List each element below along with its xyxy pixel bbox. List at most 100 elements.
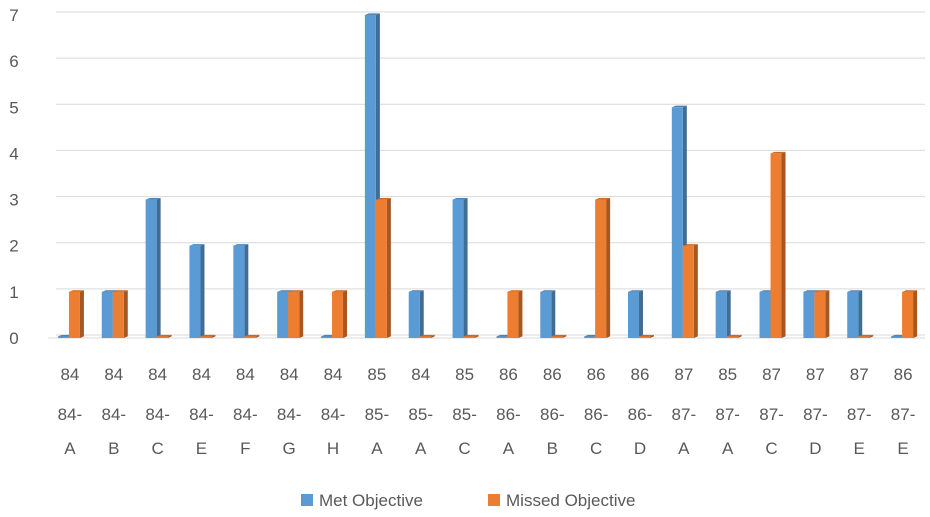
missed-bar: [332, 290, 348, 338]
x-tick-label-outer: 84: [192, 365, 211, 384]
x-tick-label-inner: A: [64, 439, 76, 458]
met-bar: [847, 290, 863, 338]
x-tick-label-outer: 86: [587, 365, 606, 384]
x-tick-label-inner: 84-: [58, 405, 83, 424]
x-tick-label-inner: 87-: [803, 405, 828, 424]
y-tick-label: 6: [9, 52, 18, 71]
met-bar: [408, 290, 424, 338]
x-tick-label-outer: 87: [674, 365, 693, 384]
x-tick-label-inner: 87-: [891, 405, 916, 424]
x-tick-label-inner: 85-: [408, 405, 433, 424]
x-tick-label-inner: E: [897, 439, 908, 458]
x-tick-label-inner: E: [854, 439, 865, 458]
gridlines: [48, 11, 925, 339]
missed-bar: [375, 197, 391, 338]
bars: [57, 13, 918, 339]
x-tick-label-inner: D: [634, 439, 646, 458]
x-tick-label-outer: 87: [762, 365, 781, 384]
missed-bar: [463, 334, 479, 338]
missed-bar: [902, 290, 918, 338]
x-tick-label-inner: 84-: [189, 405, 214, 424]
missed-bar: [551, 334, 567, 338]
legend-label-met: Met Objective: [319, 491, 423, 510]
x-tick-label-inner: 85-: [365, 405, 390, 424]
legend-swatch-met: [301, 494, 313, 506]
x-tick-label-inner: A: [371, 439, 383, 458]
y-tick-label: 5: [9, 98, 18, 117]
x-tick-label-inner: 84-: [277, 405, 302, 424]
missed-bar: [200, 334, 216, 338]
x-tick-label-outer: 84: [148, 365, 167, 384]
missed-bar: [419, 334, 435, 338]
met-bar: [145, 197, 161, 338]
x-tick-label-inner: H: [327, 439, 339, 458]
met-bar: [540, 290, 556, 338]
x-tick-label-inner: A: [722, 439, 734, 458]
legend-swatch-missed: [488, 494, 500, 506]
x-tick-label-outer: 84: [104, 365, 123, 384]
missed-bar: [726, 334, 742, 338]
x-tick-label-inner: 85-: [452, 405, 477, 424]
missed-bar: [858, 334, 874, 338]
missed-bar: [244, 334, 260, 338]
x-tick-label-outer: 86: [543, 365, 562, 384]
x-tick-label-inner: 86-: [496, 405, 521, 424]
y-tick-label: 7: [9, 6, 18, 25]
x-tick-label-outer: 84: [236, 365, 255, 384]
legend-label-missed: Missed Objective: [506, 491, 635, 510]
y-tick-label: 2: [9, 237, 18, 256]
met-bar: [627, 290, 643, 338]
x-tick-label-inner: B: [108, 439, 119, 458]
met-bar: [452, 197, 468, 338]
x-tick-label-outer: 87: [850, 365, 869, 384]
x-tick-label-inner: E: [196, 439, 207, 458]
x-tick-label-inner: 87-: [847, 405, 872, 424]
x-tick-label-inner: 86-: [584, 405, 609, 424]
x-tick-label-inner: 87-: [672, 405, 697, 424]
x-tick-label-outer: 85: [367, 365, 386, 384]
x-tick-label-inner: C: [590, 439, 602, 458]
y-axis: 0 1 2 3 4 5 6 7: [9, 6, 18, 348]
x-tick-label-inner: F: [240, 439, 250, 458]
x-tick-label-inner: 84-: [101, 405, 126, 424]
met-bar: [189, 244, 205, 338]
met-bar: [715, 290, 731, 338]
x-axis: 84 84- A 84 84- B 84 84- C 84 84- E 84 84- F 84 84- G 84 84…: [58, 365, 916, 458]
x-tick-label-inner: C: [458, 439, 470, 458]
x-tick-label-outer: 85: [455, 365, 474, 384]
x-tick-label-inner: A: [503, 439, 515, 458]
x-tick-label-outer: 85: [718, 365, 737, 384]
missed-bar: [682, 244, 698, 338]
x-tick-label-outer: 86: [894, 365, 913, 384]
y-tick-label: 3: [9, 191, 18, 210]
missed-bar: [595, 197, 611, 338]
x-tick-label-inner: G: [283, 439, 296, 458]
missed-bar: [112, 290, 128, 338]
x-tick-label-inner: 84-: [233, 405, 258, 424]
x-tick-label-inner: C: [765, 439, 777, 458]
missed-bar: [68, 290, 84, 338]
x-tick-label-inner: A: [415, 439, 427, 458]
x-tick-label-inner: C: [151, 439, 163, 458]
missed-bar: [288, 290, 304, 338]
x-tick-label-inner: 84-: [145, 405, 170, 424]
y-tick-label: 1: [9, 283, 18, 302]
x-tick-label-inner: 86-: [628, 405, 653, 424]
x-tick-label-inner: 87-: [759, 405, 784, 424]
y-tick-label: 4: [9, 144, 18, 163]
x-tick-label-inner: 86-: [540, 405, 565, 424]
missed-bar: [638, 334, 654, 338]
x-tick-label-outer: 84: [60, 365, 79, 384]
x-tick-label-inner: 87-: [715, 405, 740, 424]
x-tick-label-inner: 84-: [321, 405, 346, 424]
missed-bar: [507, 290, 523, 338]
missed-bar: [770, 151, 786, 338]
missed-bar: [156, 334, 172, 338]
y-tick-label: 0: [9, 329, 18, 348]
met-bar: [233, 244, 249, 338]
x-tick-label-outer: 86: [499, 365, 518, 384]
x-tick-label-outer: 84: [324, 365, 343, 384]
x-tick-label-outer: 84: [411, 365, 430, 384]
x-tick-label-inner: A: [678, 439, 690, 458]
